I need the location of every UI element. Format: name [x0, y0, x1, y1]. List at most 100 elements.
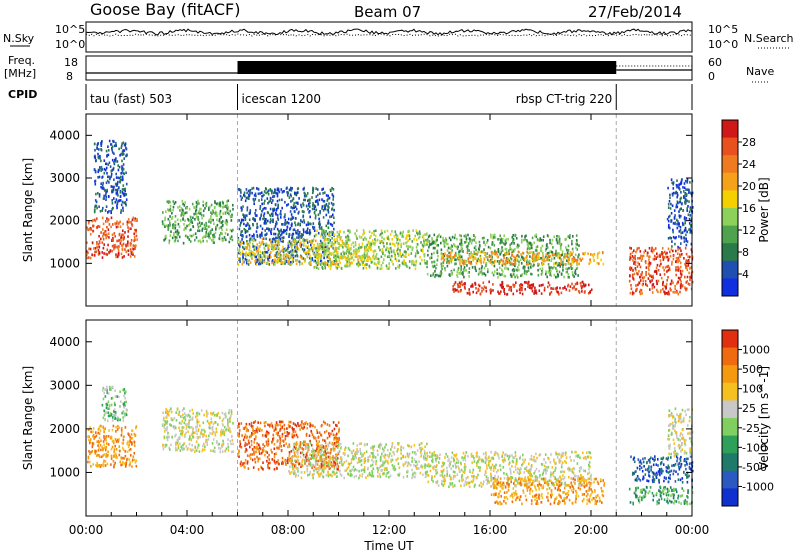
velocity-cell — [124, 396, 126, 400]
power-cell — [314, 265, 317, 269]
power-cell — [316, 263, 319, 266]
search-label: N.Search — [744, 32, 794, 45]
power-cell — [243, 214, 245, 217]
power-cell — [134, 217, 136, 220]
power-cell — [86, 256, 89, 260]
velocity-cell — [130, 454, 132, 457]
power-cell — [313, 229, 316, 232]
power-cell — [127, 230, 130, 233]
power-cell — [364, 256, 366, 260]
power-cell — [244, 214, 247, 217]
power-cell — [643, 276, 646, 279]
power-cell — [532, 283, 535, 286]
velocity-cell — [165, 411, 167, 414]
power-cell — [524, 238, 526, 241]
power-cell — [571, 242, 573, 246]
power-cell — [406, 265, 409, 269]
power-cell — [501, 273, 503, 276]
velocity-cell — [175, 448, 177, 452]
power-cell — [110, 185, 113, 188]
power-cell — [182, 241, 185, 245]
power-cell — [439, 274, 441, 278]
power-cell — [117, 180, 119, 184]
power-cell — [312, 249, 314, 252]
power-cell — [648, 264, 651, 267]
power-cell — [208, 208, 210, 211]
power-cell — [125, 198, 128, 201]
velocity-cell — [181, 409, 184, 412]
power-cell — [667, 269, 670, 272]
velocity-cell — [113, 450, 115, 454]
power-cell — [163, 223, 165, 226]
power-cell — [575, 239, 578, 242]
power-cell — [111, 148, 113, 152]
power-cell — [573, 275, 575, 278]
power-cell — [300, 236, 302, 239]
velocity-cell — [182, 413, 184, 417]
power-cell — [362, 267, 365, 270]
power-cell — [348, 251, 350, 254]
velocity-cell — [103, 413, 106, 417]
power-cell — [547, 281, 550, 284]
power-cell — [372, 254, 375, 257]
power-cell — [242, 255, 244, 258]
velocity-cell — [111, 396, 114, 400]
power-cell — [494, 260, 497, 263]
power-cell — [174, 236, 177, 239]
power-cell — [538, 239, 541, 242]
power-cell — [565, 288, 568, 291]
power-cell — [195, 209, 197, 213]
power-cell — [312, 227, 315, 230]
power-cell — [664, 292, 666, 295]
power-cell — [679, 286, 682, 290]
power-cell — [551, 266, 554, 270]
velocity-cell — [166, 426, 169, 429]
power-cell — [462, 273, 464, 276]
power-cell — [469, 239, 471, 243]
sky-noise-line — [85, 28, 693, 36]
power-cell — [386, 242, 388, 245]
power-cell — [530, 272, 532, 276]
power-cell — [303, 194, 306, 198]
power-cell — [106, 172, 108, 175]
power-cell — [443, 254, 446, 258]
power-cell — [312, 191, 314, 195]
power-cell — [271, 240, 274, 244]
power-cell — [212, 218, 214, 222]
velocity-cell — [118, 445, 121, 448]
power-cell — [103, 252, 105, 255]
power-cell — [482, 272, 484, 275]
power-cell — [518, 250, 520, 254]
power-cell — [524, 265, 526, 269]
power-cell — [674, 236, 676, 240]
power-cell — [638, 281, 641, 285]
power-cell — [534, 234, 536, 238]
power-cell — [169, 221, 171, 225]
velocity-cell — [210, 412, 212, 415]
power-cell — [356, 255, 358, 259]
power-cell — [197, 218, 200, 221]
power-cell — [497, 238, 499, 241]
power-cell — [555, 275, 557, 279]
power-cell — [405, 236, 408, 240]
power-cell — [248, 227, 250, 230]
power-cell — [247, 242, 249, 246]
power-cell — [499, 252, 502, 256]
power-cell — [206, 239, 208, 243]
power-cell — [347, 238, 350, 241]
power-cell — [645, 266, 648, 269]
power-cell — [416, 232, 419, 236]
power-cell — [684, 179, 687, 183]
power-cell — [564, 262, 566, 266]
power-cell — [453, 243, 455, 246]
power-cell — [568, 289, 571, 292]
power-cell — [672, 290, 674, 294]
power-cell — [295, 231, 297, 235]
power-cell — [248, 246, 251, 250]
power-cell — [440, 270, 442, 273]
power-cell — [399, 239, 401, 242]
power-cell — [116, 193, 119, 196]
power-cell — [565, 267, 567, 270]
velocity-cell — [178, 410, 181, 414]
power-cell — [294, 254, 297, 258]
